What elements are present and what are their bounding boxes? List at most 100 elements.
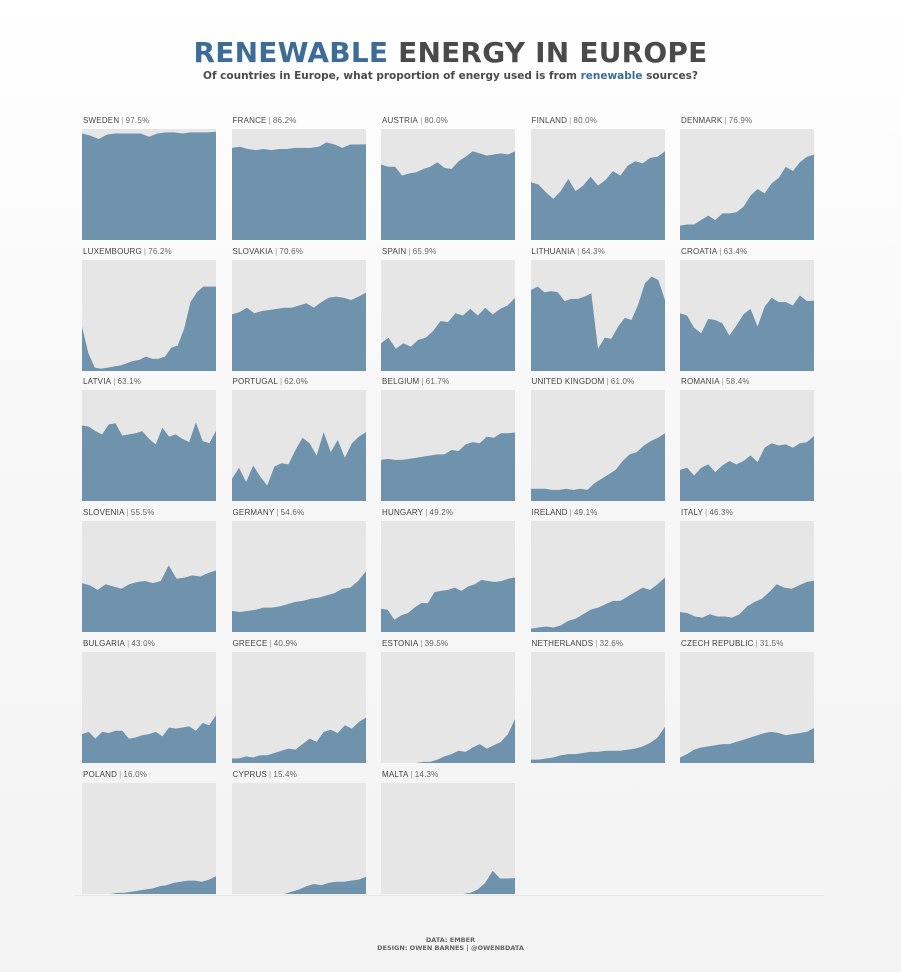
country-percentage: 76.2% [148,246,172,256]
chart-panel-background [530,651,665,763]
country-name: POLAND [83,769,118,779]
area-chart [82,259,216,371]
country-percentage: 64.3% [581,246,606,256]
area-chart [530,390,665,502]
country-label: LATVIA | 63.1% [83,377,141,386]
label-separator: | [127,638,130,648]
country-panel: SPAIN | 65.9% [381,245,515,371]
country-name: GREECE [232,638,268,648]
renewable-share-area [381,870,515,894]
renewable-share-area [680,727,814,763]
country-label: LUXEMBOURG | 76.2% [83,247,172,256]
country-percentage: 55.5% [130,508,155,518]
country-label: SWEDEN | 97.5% [83,116,149,125]
label-separator: | [724,116,727,125]
chart-panel-background [381,651,515,763]
country-label: GERMANY | 54.6% [233,508,305,517]
chart-panel-background [231,782,366,894]
country-panel: LUXEMBOURG | 76.2% [82,245,216,371]
country-name: SLOVENIA [83,508,125,518]
area-chart [231,651,366,763]
label-separator: | [408,246,411,256]
label-separator: | [279,377,283,387]
country-panel: SLOVENIA | 55.5% [82,506,216,633]
country-label: FINLAND | 80.0% [532,116,598,125]
country-label: PORTUGAL | 62.0% [233,377,308,386]
country-panel: CZECH REPUBLIC | 31.5% [680,637,814,763]
country-label: CYPRUS | 15.4% [233,770,298,779]
country-name: ESTONIA [382,638,419,648]
country-percentage: 32.6% [599,638,624,648]
renewable-share-area [82,131,216,240]
country-name: FINLAND [531,116,568,125]
country-panel: FINLAND | 80.0% [530,114,665,240]
country-percentage: 80.0% [424,116,449,125]
country-name: FRANCE [232,116,267,125]
area-chart [381,782,515,894]
country-panel: NETHERLANDS | 32.6% [530,637,665,763]
country-percentage: 76.9% [728,116,753,125]
country-percentage: 39.5% [424,638,449,648]
country-percentage: 15.4% [273,769,298,779]
subtitle-post: sources? [646,70,698,82]
country-percentage: 61.7% [425,377,450,387]
country-panel: CROATIA | 63.4% [680,245,814,371]
country-percentage: 63.4% [723,246,748,256]
country-label: IRELAND | 49.1% [532,508,598,517]
country-name: SPAIN [382,246,407,256]
renewable-share-area [82,875,216,894]
area-chart [381,390,515,502]
area-chart [381,651,515,763]
label-separator: | [719,246,722,256]
country-name: HUNGARY [382,508,424,518]
country-name: UNITED KINGDOM [531,377,605,387]
area-chart [680,390,814,502]
area-chart [82,651,216,763]
country-percentage: 58.4% [726,377,750,387]
divider [74,895,824,896]
country-percentage: 86.2% [272,116,297,125]
title-rest: ENERGY IN EUROPE [398,36,708,69]
country-label: ROMANIA | 58.4% [681,377,750,386]
country-percentage: 61.0% [610,377,635,387]
renewable-share-area [381,151,515,240]
area-chart [530,129,665,240]
country-label: MALTA | 14.3% [382,770,438,779]
label-separator: | [268,116,271,125]
country-label: AUSTRIA | 80.0% [382,116,448,125]
label-separator: | [269,638,272,648]
label-separator: | [569,508,572,518]
country-panel: UNITED KINGDOM | 61.0% [530,375,665,502]
country-name: SLOVAKIA [232,246,274,256]
area-chart [381,521,515,633]
country-name: SWEDEN [83,116,120,125]
country-percentage: 80.0% [573,116,598,125]
area-chart [231,390,366,502]
country-percentage: 14.3% [414,769,439,779]
renewable-share-area [530,577,665,633]
label-separator: | [569,116,572,125]
country-label: SPAIN | 65.9% [382,247,436,256]
label-separator: | [577,246,580,256]
area-chart [82,521,216,633]
country-name: CROATIA [681,246,718,256]
page-subtitle: Of countries in Europe, what proportion … [0,70,901,82]
country-label: HUNGARY | 49.2% [382,508,453,517]
renewable-share-area [381,432,515,502]
renewable-share-area [530,726,665,763]
country-percentage: 43.0% [131,638,156,648]
area-chart [381,259,515,371]
renewable-share-area [381,297,515,371]
area-chart [381,129,515,240]
renewable-share-area [680,580,814,633]
country-panel: ESTONIA | 39.5% [381,637,515,763]
area-chart [530,521,665,633]
label-separator: | [119,769,122,779]
country-percentage: 97.5% [125,116,150,125]
country-panel: MALTA | 14.3% [381,768,515,894]
renewable-share-area [82,715,216,763]
source-credit: DATA: EMBER [425,936,476,944]
country-name: DENMARK [681,116,723,125]
area-chart [530,259,665,371]
country-label: BELGIUM | 61.7% [382,377,449,386]
